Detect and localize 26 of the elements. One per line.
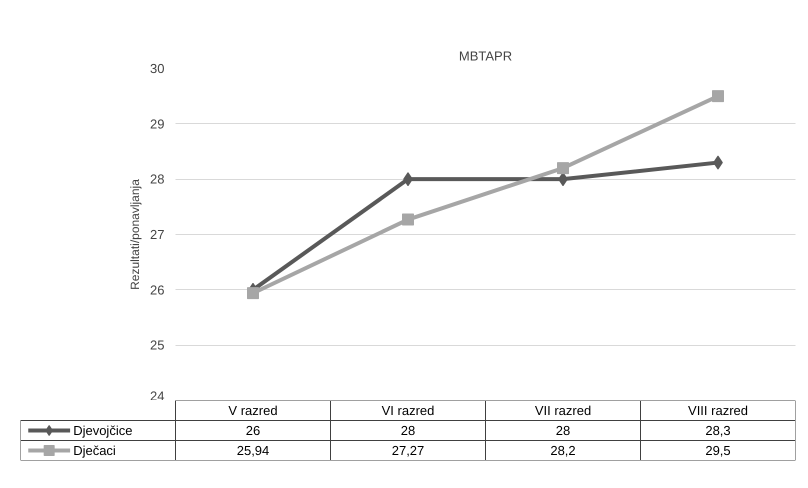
data-label: 28,3 (705, 423, 731, 438)
point (247, 287, 259, 300)
data-label: 29,5 (705, 443, 731, 458)
y-tick-label: 26 (150, 282, 165, 298)
y-tick-label: 29 (150, 116, 165, 132)
y-tick-label: 28 (150, 172, 165, 187)
legend-label: Djevojčice (73, 423, 132, 438)
y-tick-label: 25 (150, 338, 165, 353)
x-tick-label: VI razred (382, 403, 434, 418)
x-tick-label: VII razred (534, 403, 592, 418)
y-tick-label: 27 (150, 227, 165, 242)
data-label: 27,27 (392, 443, 424, 458)
point (712, 90, 724, 102)
point (402, 214, 414, 226)
x-tick-label: VIII razred (688, 403, 748, 418)
point (557, 162, 569, 174)
x-tick-label: V razred (228, 403, 278, 418)
data-label: 28 (556, 423, 570, 438)
data-label: 28,2 (550, 443, 576, 458)
data-label: 28 (400, 423, 416, 438)
data-label: 25,94 (236, 443, 270, 458)
y-axis-title: Rezultati/ponavljanja (128, 178, 142, 290)
data-label: 26 (246, 423, 260, 438)
chart-title: MBTAPR (458, 48, 512, 64)
legend-label: Dječaci (73, 443, 116, 458)
y-tick-label: 30 (150, 61, 165, 76)
